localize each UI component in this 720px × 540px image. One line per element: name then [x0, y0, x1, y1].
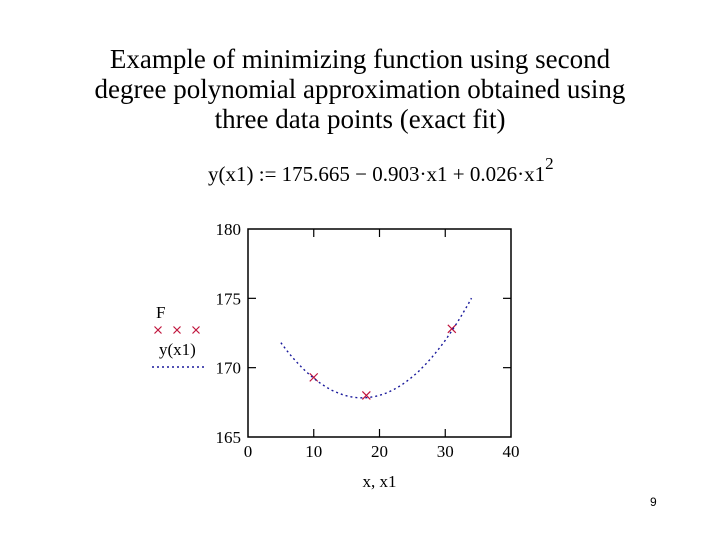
x-tick-label: 20 [371, 442, 388, 461]
x-tick-label: 30 [437, 442, 454, 461]
page-number: 9 [650, 495, 657, 509]
legend-marker-points [154, 326, 162, 334]
data-point-marker [361, 390, 371, 400]
y-tick-label: 175 [216, 289, 242, 308]
legend-label-points: F [156, 303, 165, 322]
formula-rhs: 175.665 − 0.903·x1 + 0.026·x1 [281, 162, 546, 186]
series-curve-line [280, 297, 473, 399]
x-axis-label: x, x1 [363, 472, 397, 491]
slide-title: Example of minimizing function using sec… [60, 44, 660, 134]
formula-lhs: y(x1) := [208, 162, 282, 186]
x-tick-label: 40 [503, 442, 520, 461]
legend-label-curve: y(x1) [159, 340, 196, 359]
formula-exponent: 2 [545, 154, 554, 173]
plot-frame [247, 228, 512, 438]
data-point-marker [447, 324, 457, 334]
polynomial-formula: y(x1) := 175.665 − 0.903·x1 + 0.026·x12 [208, 154, 554, 187]
legend-marker-points [173, 326, 181, 334]
title-line-1: Example of minimizing function using sec… [109, 44, 611, 74]
y-tick-label: 180 [216, 220, 242, 239]
legend-marker-points [192, 326, 200, 334]
y-tick-label: 170 [216, 359, 242, 378]
title-line-3: three data points (exact fit) [214, 104, 506, 134]
x-tick-label: 0 [244, 442, 253, 461]
y-tick-label: 165 [216, 428, 242, 447]
title-line-2: degree polynomial approximation obtained… [94, 74, 626, 104]
x-tick-label: 10 [305, 442, 322, 461]
